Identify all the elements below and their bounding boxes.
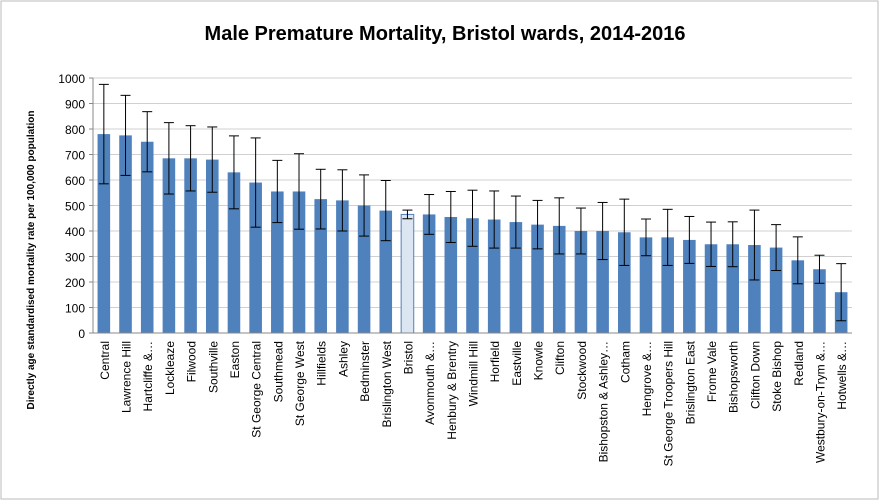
x-tick-label: Hartcliffe &… [141, 341, 155, 411]
bar [400, 213, 415, 334]
x-tick-label: Redland [792, 341, 806, 386]
x-tick-label: Bishopsworth [727, 341, 741, 413]
x-tick-label: Lockleaze [163, 341, 177, 395]
y-tick-label: 800 [65, 123, 85, 137]
bar [227, 172, 241, 333]
x-tick-label: Hillfields [315, 341, 329, 386]
x-tick-label: Filwood [185, 341, 199, 382]
x-tick-label: Eastville [510, 341, 524, 386]
bar [336, 200, 349, 333]
x-tick-label: Southmead [271, 341, 285, 402]
x-tick-label: Bedminster [358, 341, 372, 402]
x-tick-label: Hotwells &… [835, 341, 849, 410]
y-tick-label: 100 [65, 302, 85, 316]
y-tick-label: 300 [65, 251, 85, 265]
x-tick-label: Clifton [553, 341, 567, 375]
y-tick-label: 1000 [58, 72, 85, 86]
y-tick-label: 200 [65, 276, 85, 290]
x-tick-label: Henbury & Brentry [445, 341, 459, 440]
x-tick-label: Frome Vale [705, 341, 719, 402]
bar [292, 191, 306, 333]
x-tick-label: Avonmouth &… [423, 341, 437, 425]
x-tick-label: Brislington East [683, 340, 697, 424]
bar [140, 141, 154, 333]
x-tick-label: Lawrence Hill [120, 341, 134, 413]
x-tick-label: Hengrove &… [640, 341, 654, 416]
x-tick-label: Bishopston & Ashley… [597, 341, 611, 462]
x-tick-label: St George West [293, 340, 307, 426]
bar [357, 205, 371, 333]
x-tick-label: Horfield [488, 341, 502, 382]
y-tick-label: 0 [78, 327, 85, 341]
x-tick-label: Central [98, 341, 112, 380]
bar [314, 199, 327, 333]
bar [531, 224, 544, 333]
x-tick-label: St George Troopers Hill [662, 341, 676, 466]
x-tick-label: St George Central [250, 341, 264, 438]
bar [271, 191, 284, 333]
bar [379, 210, 393, 333]
bar [748, 245, 761, 333]
y-axis-label: Directly age standardised mortality rate… [26, 111, 37, 410]
x-tick-label: Cotham [618, 341, 632, 383]
bar [574, 231, 588, 333]
bar [661, 237, 674, 333]
bar [791, 260, 805, 333]
bar [162, 158, 176, 333]
bar [769, 247, 783, 333]
bar [466, 218, 479, 333]
y-tick-label: 700 [65, 149, 85, 163]
y-tick-label: 600 [65, 174, 85, 188]
bar [422, 214, 436, 333]
bar [119, 135, 132, 333]
bar [205, 159, 219, 333]
y-tick-label: 400 [65, 225, 85, 239]
bar [444, 216, 458, 333]
x-tick-label: Westbury-on-Trym &… [813, 341, 827, 463]
bar [184, 158, 197, 333]
bar [618, 232, 631, 333]
x-tick-label: Clifton Down [748, 341, 762, 409]
chart-title: Male Premature Mortality, Bristol wards,… [205, 23, 686, 45]
x-tick-label: Stockwood [575, 341, 589, 400]
bar [249, 182, 262, 333]
x-tick-label: Stoke Bishop [770, 341, 784, 412]
x-tick-label: Bristol [401, 341, 415, 374]
x-tick-label: Easton [228, 341, 242, 378]
bar [596, 231, 609, 333]
x-tick-label: Ashley [336, 341, 350, 377]
x-tick-label: Windmill Hill [467, 341, 481, 406]
bar [552, 225, 566, 333]
bar [813, 269, 826, 333]
y-tick-label: 500 [65, 200, 85, 214]
x-tick-label: Brislington West [380, 340, 394, 427]
x-tick-label: Southville [206, 341, 220, 393]
bar [509, 222, 523, 333]
x-tick-label: Knowle [532, 341, 546, 381]
y-tick-label: 900 [65, 98, 85, 112]
bar [639, 237, 653, 333]
